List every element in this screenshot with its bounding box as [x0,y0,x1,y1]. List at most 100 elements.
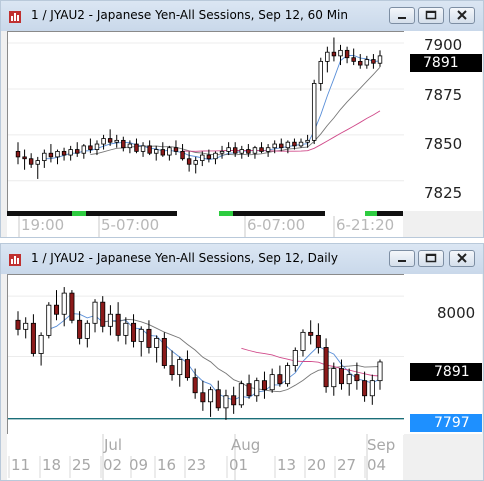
candle [300,329,306,357]
title-bar[interactable]: 1 / JYAU2 - Japanese Yen-All Sessions, S… [1,244,483,274]
candle [94,140,100,156]
candle [259,142,264,154]
candle [269,368,275,393]
candle [180,144,185,161]
candle [134,138,139,154]
candle [246,374,252,399]
candle-body [259,147,264,152]
day-label: 25 [72,456,92,474]
candle-body [68,149,73,156]
candle-body [77,319,83,339]
day-label: 18 [42,456,62,474]
candle-body [219,150,225,154]
candle-body [22,156,27,160]
candle [277,365,283,387]
candle [292,138,297,150]
candle [362,371,368,402]
candle [23,317,29,339]
time-separators [18,216,335,237]
candle-body [115,313,121,336]
candle [140,142,146,157]
price-plot-area[interactable] [7,31,404,212]
candle-body [338,368,345,385]
candle-body [346,374,352,385]
candle-body [92,301,98,324]
candle-body [308,331,314,336]
window-title: 1 / JYAU2 - Japanese Yen-All Sessions, S… [31,251,338,265]
candle-body [246,383,252,397]
candle [115,302,121,342]
candle [331,37,337,62]
candle-body [362,380,368,397]
candle-body [371,59,376,64]
candle [68,145,73,161]
candle [223,389,229,420]
candle-body [226,147,231,152]
day-label: 02 [103,456,123,474]
title-bar[interactable]: 1 / JYAU2 - Japanese Yen-All Sessions, S… [1,1,483,31]
candle-body [38,334,44,354]
candle [123,317,129,345]
candle [184,350,190,381]
time-axis[interactable]: 19:00 5-07:00 6-07:00 6-21:20 [7,211,403,237]
minimize-button[interactable] [389,250,415,267]
minimize-button[interactable] [389,7,415,24]
candle-body [121,139,126,149]
price-plot-area[interactable] [7,274,404,435]
close-button[interactable] [449,7,475,24]
candle [351,48,356,66]
candle-body [254,380,260,397]
price-axis[interactable]: 8000 7900 7891 7797 [404,274,482,434]
x-tick-label: 5-07:00 [101,216,160,234]
day-label: 13 [277,456,297,474]
price-axis[interactable]: 7900 7875 7850 7825 7891 [404,31,482,211]
candlestick-chart-60min [8,37,404,182]
candle-body [331,368,337,388]
candle-body [323,347,329,388]
candle-body [55,150,60,158]
candle [131,314,137,348]
candle-body [318,60,323,84]
maximize-button[interactable] [418,250,444,267]
chart-app-icon [9,254,21,266]
candle-body [123,322,129,336]
maximize-icon [425,10,437,20]
candle [88,138,93,154]
time-axis[interactable]: Jul Aug Sep 11 18 25 02 09 16 23 01 13 2… [7,434,403,480]
candle-body [160,149,166,156]
candle [81,144,87,159]
candle-body [331,51,337,57]
candle-body [298,141,304,147]
month-label: Aug [231,436,261,454]
month-separators [8,434,368,480]
candle-body [338,49,343,57]
candle [331,362,337,396]
session-bar [7,211,403,216]
candle [167,145,172,161]
candle-body [177,359,183,376]
candle-body [114,139,119,143]
candle [377,359,383,390]
candle-body [193,160,198,165]
candle [30,314,36,357]
candle [311,79,317,145]
candle [160,142,166,157]
candle-body [369,380,375,397]
candle-body [147,145,152,154]
candle [285,362,291,387]
candle [354,362,360,390]
candle-body [35,160,40,165]
maximize-button[interactable] [418,7,444,24]
candle [138,326,144,357]
candle [315,323,321,354]
candle-body [238,383,244,406]
candle-body [292,350,298,366]
candle-body [315,334,321,348]
candle-body [351,57,356,62]
candle [92,299,98,333]
candle [265,144,271,157]
chart-window-60min: 1 / JYAU2 - Japanese Yen-All Sessions, S… [0,0,484,238]
day-label: 23 [187,456,207,474]
close-button[interactable] [449,250,475,267]
candle-body [101,138,106,145]
